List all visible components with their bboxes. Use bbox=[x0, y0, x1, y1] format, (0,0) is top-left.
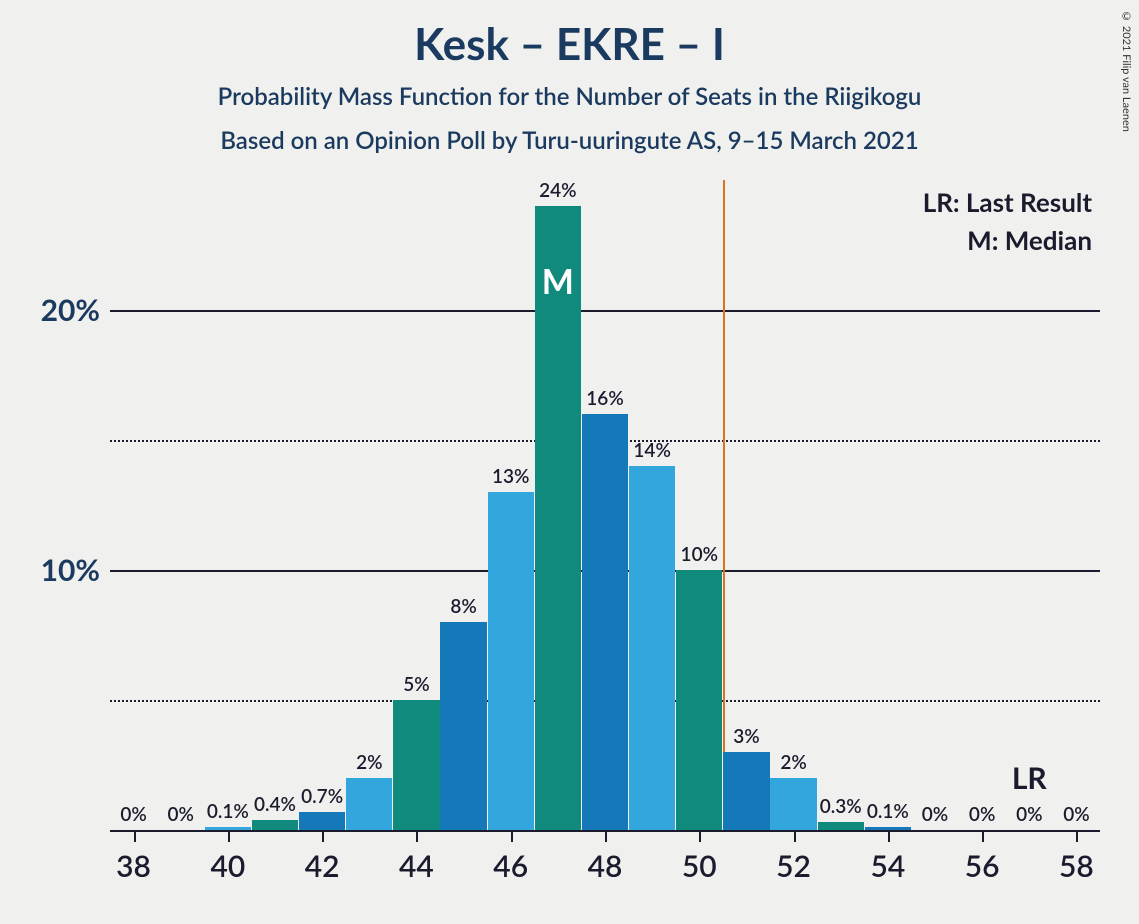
x-axis-tick bbox=[699, 830, 701, 842]
x-axis-tick bbox=[416, 830, 418, 842]
y-axis-tick-label: 20% bbox=[10, 292, 100, 328]
chart-canvas: Kesk – EKRE – I Probability Mass Functio… bbox=[0, 0, 1139, 924]
bar bbox=[488, 492, 534, 830]
bar bbox=[582, 414, 628, 830]
x-axis-tick-label: 54 bbox=[870, 848, 905, 884]
x-axis-tick-label: 42 bbox=[305, 848, 340, 884]
x-axis-tick bbox=[134, 830, 136, 842]
bar-value-label: 0% bbox=[120, 803, 146, 826]
bar-value-label: 0% bbox=[1016, 803, 1042, 826]
bar-value-label: 2% bbox=[780, 751, 806, 774]
bar-value-label: 2% bbox=[356, 751, 382, 774]
bar-value-label: 16% bbox=[586, 387, 623, 410]
bar-value-label: 0% bbox=[1063, 803, 1089, 826]
plot-area: 10%20%0%0%0.1%0.4%0.7%2%5%8%13%24%16%14%… bbox=[110, 180, 1100, 830]
bar bbox=[629, 466, 675, 830]
bar bbox=[723, 752, 769, 830]
x-axis-tick-label: 44 bbox=[399, 848, 434, 884]
bar bbox=[440, 622, 486, 830]
bar bbox=[346, 778, 392, 830]
bar-value-label: 10% bbox=[681, 543, 718, 566]
x-axis-tick-label: 52 bbox=[776, 848, 811, 884]
legend-last-result: LR: Last Result bbox=[923, 186, 1092, 218]
bar bbox=[770, 778, 816, 830]
x-axis-tick-label: 50 bbox=[682, 848, 717, 884]
x-axis-tick bbox=[511, 830, 513, 842]
bar-value-label: 0% bbox=[969, 803, 995, 826]
x-axis-tick-label: 38 bbox=[116, 848, 151, 884]
bar-value-label: 0.1% bbox=[207, 800, 249, 823]
x-axis-tick bbox=[888, 830, 890, 842]
bar bbox=[676, 570, 722, 830]
bar-value-label: 24% bbox=[539, 179, 576, 202]
bar bbox=[818, 822, 864, 830]
bar-value-label: 0.4% bbox=[254, 793, 296, 816]
bar bbox=[252, 820, 298, 830]
last-result-marker: LR bbox=[1012, 760, 1047, 796]
x-axis-tick-label: 56 bbox=[965, 848, 1000, 884]
x-axis-tick bbox=[228, 830, 230, 842]
x-axis-tick bbox=[322, 830, 324, 842]
bar-value-label: 5% bbox=[403, 673, 429, 696]
bar-value-label: 0% bbox=[167, 803, 193, 826]
gridline-major bbox=[110, 310, 1100, 312]
bar bbox=[299, 812, 345, 830]
chart-title: Kesk – EKRE – I bbox=[0, 18, 1139, 70]
bar-value-label: 14% bbox=[633, 439, 670, 462]
legend-median: M: Median bbox=[967, 224, 1092, 256]
chart-subtitle-1: Probability Mass Function for the Number… bbox=[0, 82, 1139, 111]
bar-value-label: 0.3% bbox=[820, 795, 862, 818]
x-axis-tick-label: 46 bbox=[493, 848, 528, 884]
median-marker: M bbox=[542, 261, 574, 302]
bar-value-label: 8% bbox=[450, 595, 476, 618]
bar-value-label: 0% bbox=[922, 803, 948, 826]
x-axis-tick bbox=[982, 830, 984, 842]
bar-value-label: 0.7% bbox=[301, 785, 343, 808]
majority-line bbox=[723, 180, 725, 830]
bar-value-label: 3% bbox=[733, 725, 759, 748]
bar bbox=[393, 700, 439, 830]
x-axis-tick bbox=[794, 830, 796, 842]
x-axis-tick-label: 48 bbox=[588, 848, 623, 884]
chart-subtitle-2: Based on an Opinion Poll by Turu-uuringu… bbox=[0, 126, 1139, 155]
x-axis-tick-label: 40 bbox=[210, 848, 245, 884]
bar-value-label: 13% bbox=[492, 465, 529, 488]
bar-value-label: 0.1% bbox=[867, 800, 909, 823]
copyright-text: © 2021 Filip van Laenen bbox=[1120, 10, 1133, 132]
x-axis-tick-label: 58 bbox=[1059, 848, 1094, 884]
x-axis-tick bbox=[605, 830, 607, 842]
x-axis-tick bbox=[1076, 830, 1078, 842]
y-axis-tick-label: 10% bbox=[10, 552, 100, 588]
